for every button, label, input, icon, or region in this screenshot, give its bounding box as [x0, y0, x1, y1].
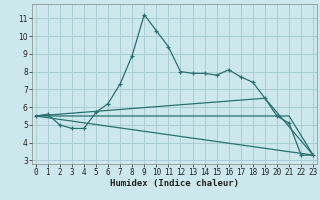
X-axis label: Humidex (Indice chaleur): Humidex (Indice chaleur) — [110, 179, 239, 188]
